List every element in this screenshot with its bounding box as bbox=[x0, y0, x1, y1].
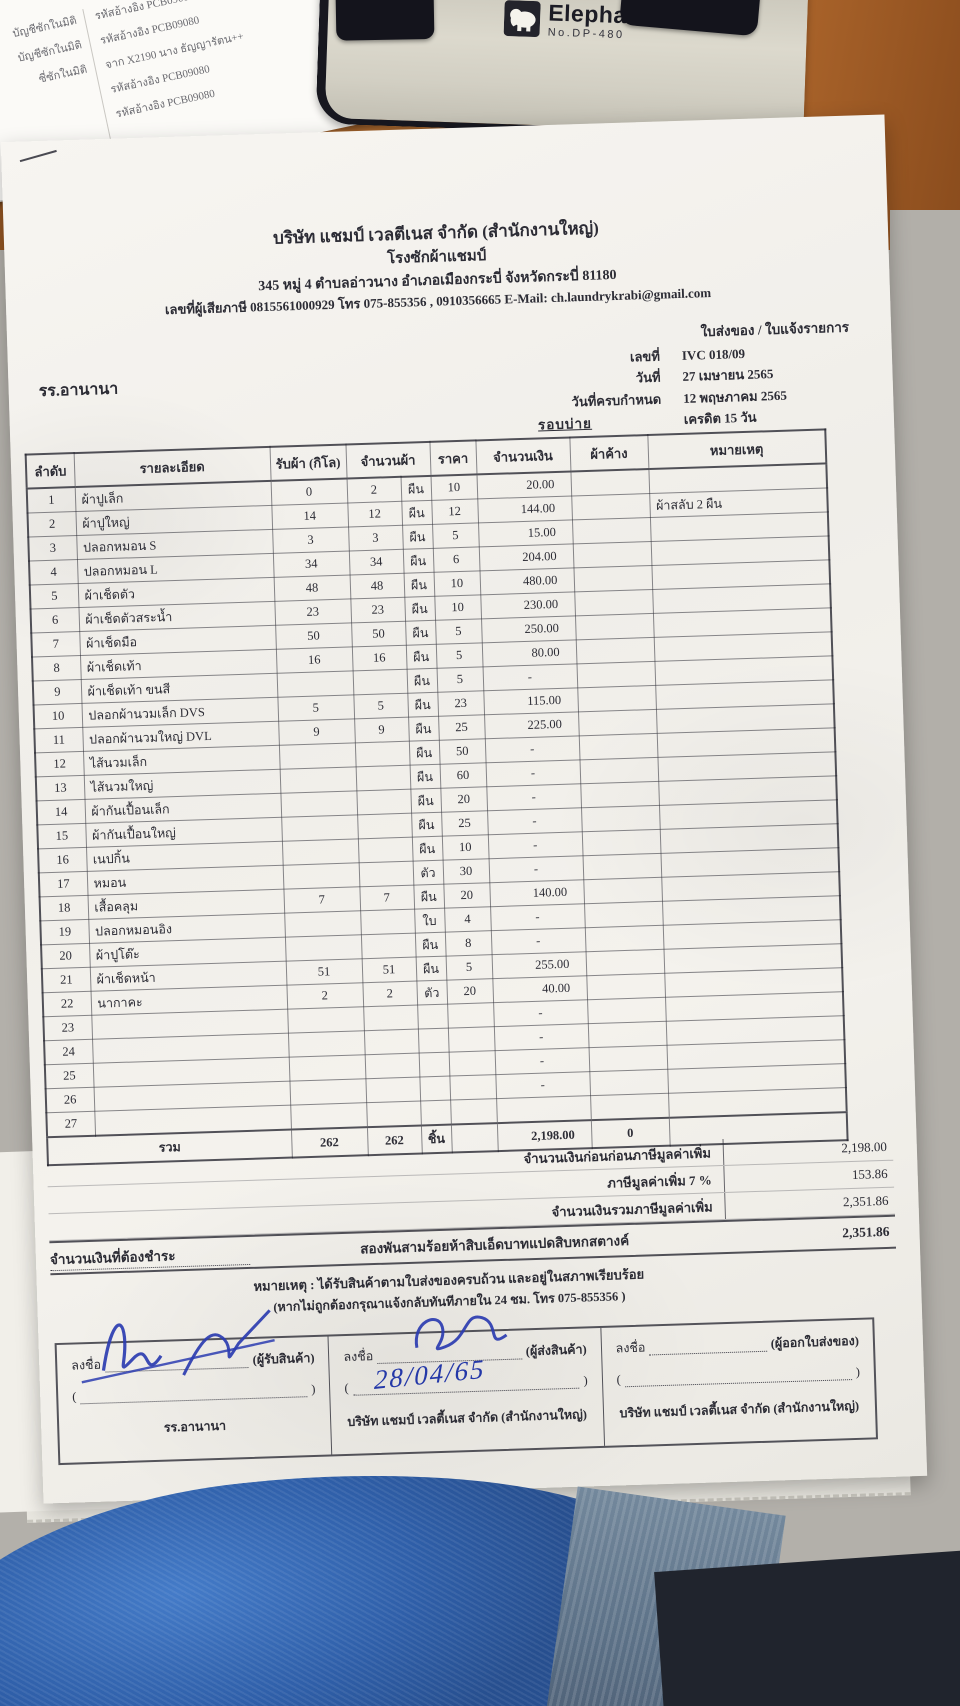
customer-name: รร.อานานา bbox=[38, 380, 119, 401]
col-header-no: ลำดับ bbox=[25, 453, 75, 489]
issuer-org: บริษัท แชมป์ เวลตี้เนส จำกัด (สำนักงานให… bbox=[619, 1398, 860, 1421]
elephant-icon bbox=[503, 0, 541, 38]
signature-col-issuer: ลงชื่อ (ผู้ออกใบส่งของ) ( ) บริษัท แชมป์… bbox=[600, 1319, 876, 1446]
col-header-amount: จำนวนเงิน bbox=[475, 437, 571, 475]
col-header-qty: จำนวนผ้า bbox=[345, 441, 431, 479]
hole-puncher: Elephant No.DP-480 bbox=[315, 0, 809, 141]
corner-fold-mark bbox=[19, 149, 57, 163]
invoice-document: บริษัท แชมป์ เวลตีเนส จำกัด (สำนักงานใหญ… bbox=[0, 114, 928, 1504]
issuer-role: (ผู้ออกใบส่งของ) bbox=[770, 1333, 860, 1351]
name-line bbox=[80, 1384, 308, 1405]
receiver-role: (ผู้รับสินค้า) bbox=[252, 1350, 315, 1367]
puncher-body: Elephant No.DP-480 bbox=[315, 0, 809, 141]
sender-role: (ผู้ส่งสินค้า) bbox=[525, 1342, 587, 1359]
sender-org: บริษัท แชมป์ เวลตี้เนส จำกัด (สำนักงานให… bbox=[347, 1407, 588, 1429]
name-line bbox=[624, 1367, 852, 1388]
sign-prefix: ลงชื่อ bbox=[343, 1349, 374, 1365]
puncher-brand-block: Elephant No.DP-480 bbox=[503, 0, 650, 42]
signature-section: ลงชื่อ (ผู้รับสินค้า) ( ) รร.อานานา 28/0… bbox=[54, 1309, 879, 1466]
amount-due-value: 2,351.86 bbox=[842, 1223, 890, 1241]
items-table: ลำดับ รายละเอียด รับผ้า (กิโล) จำนวนผ้า … bbox=[24, 428, 849, 1167]
col-header-remark: หมายเหตุ bbox=[647, 429, 827, 470]
items-tbody: 1 ผ้าปูเล็ก 0 2 ผืน 10 20.00 2 ผ้าปูใหญ่ 14 12 ผืน 1… bbox=[26, 463, 847, 1138]
amount-due-label: จำนวนเงินที่ต้องชำระ bbox=[49, 1241, 251, 1272]
col-header-kilo: รับผ้า (กิโล) bbox=[269, 444, 347, 481]
sign-prefix: ลงชื่อ bbox=[71, 1357, 102, 1373]
dark-fabric bbox=[654, 1548, 960, 1706]
company-header: บริษัท แชมป์ เวลตีเนส จำกัด (สำนักงานใหญ… bbox=[44, 208, 830, 324]
sign-prefix: ลงชื่อ bbox=[615, 1340, 646, 1356]
signature-col-receiver: ลงชื่อ (ผู้รับสินค้า) ( ) รร.อานานา bbox=[57, 1309, 332, 1463]
note-line: ซี่ซักในมิติ bbox=[37, 63, 89, 86]
signature-col-sender: 28/04/65 ลงชื่อ (ผู้ส่งสินค้า) ( ) บริษั… bbox=[327, 1315, 604, 1455]
signature-line bbox=[649, 1338, 768, 1356]
puncher-handle-left bbox=[335, 0, 435, 41]
col-header-pending: ผ้าค้าง bbox=[569, 435, 649, 472]
subtotal-value: 2,198.00 bbox=[841, 1138, 888, 1156]
receiver-org: รร.อานานา bbox=[163, 1418, 227, 1435]
puncher-model: No.DP-480 bbox=[547, 26, 625, 42]
col-header-price: ราคา bbox=[429, 440, 477, 476]
document-type: ใบส่งของ / ใบแจ้งรายการ bbox=[700, 319, 850, 340]
grand-total-value: 2,351.86 bbox=[842, 1192, 889, 1210]
credit-terms: เครดิต 15 วัน bbox=[683, 409, 757, 428]
signature-line bbox=[104, 1355, 249, 1373]
round-label: รอบบ่าย bbox=[537, 415, 593, 433]
vat-value: 153.86 bbox=[851, 1165, 888, 1182]
